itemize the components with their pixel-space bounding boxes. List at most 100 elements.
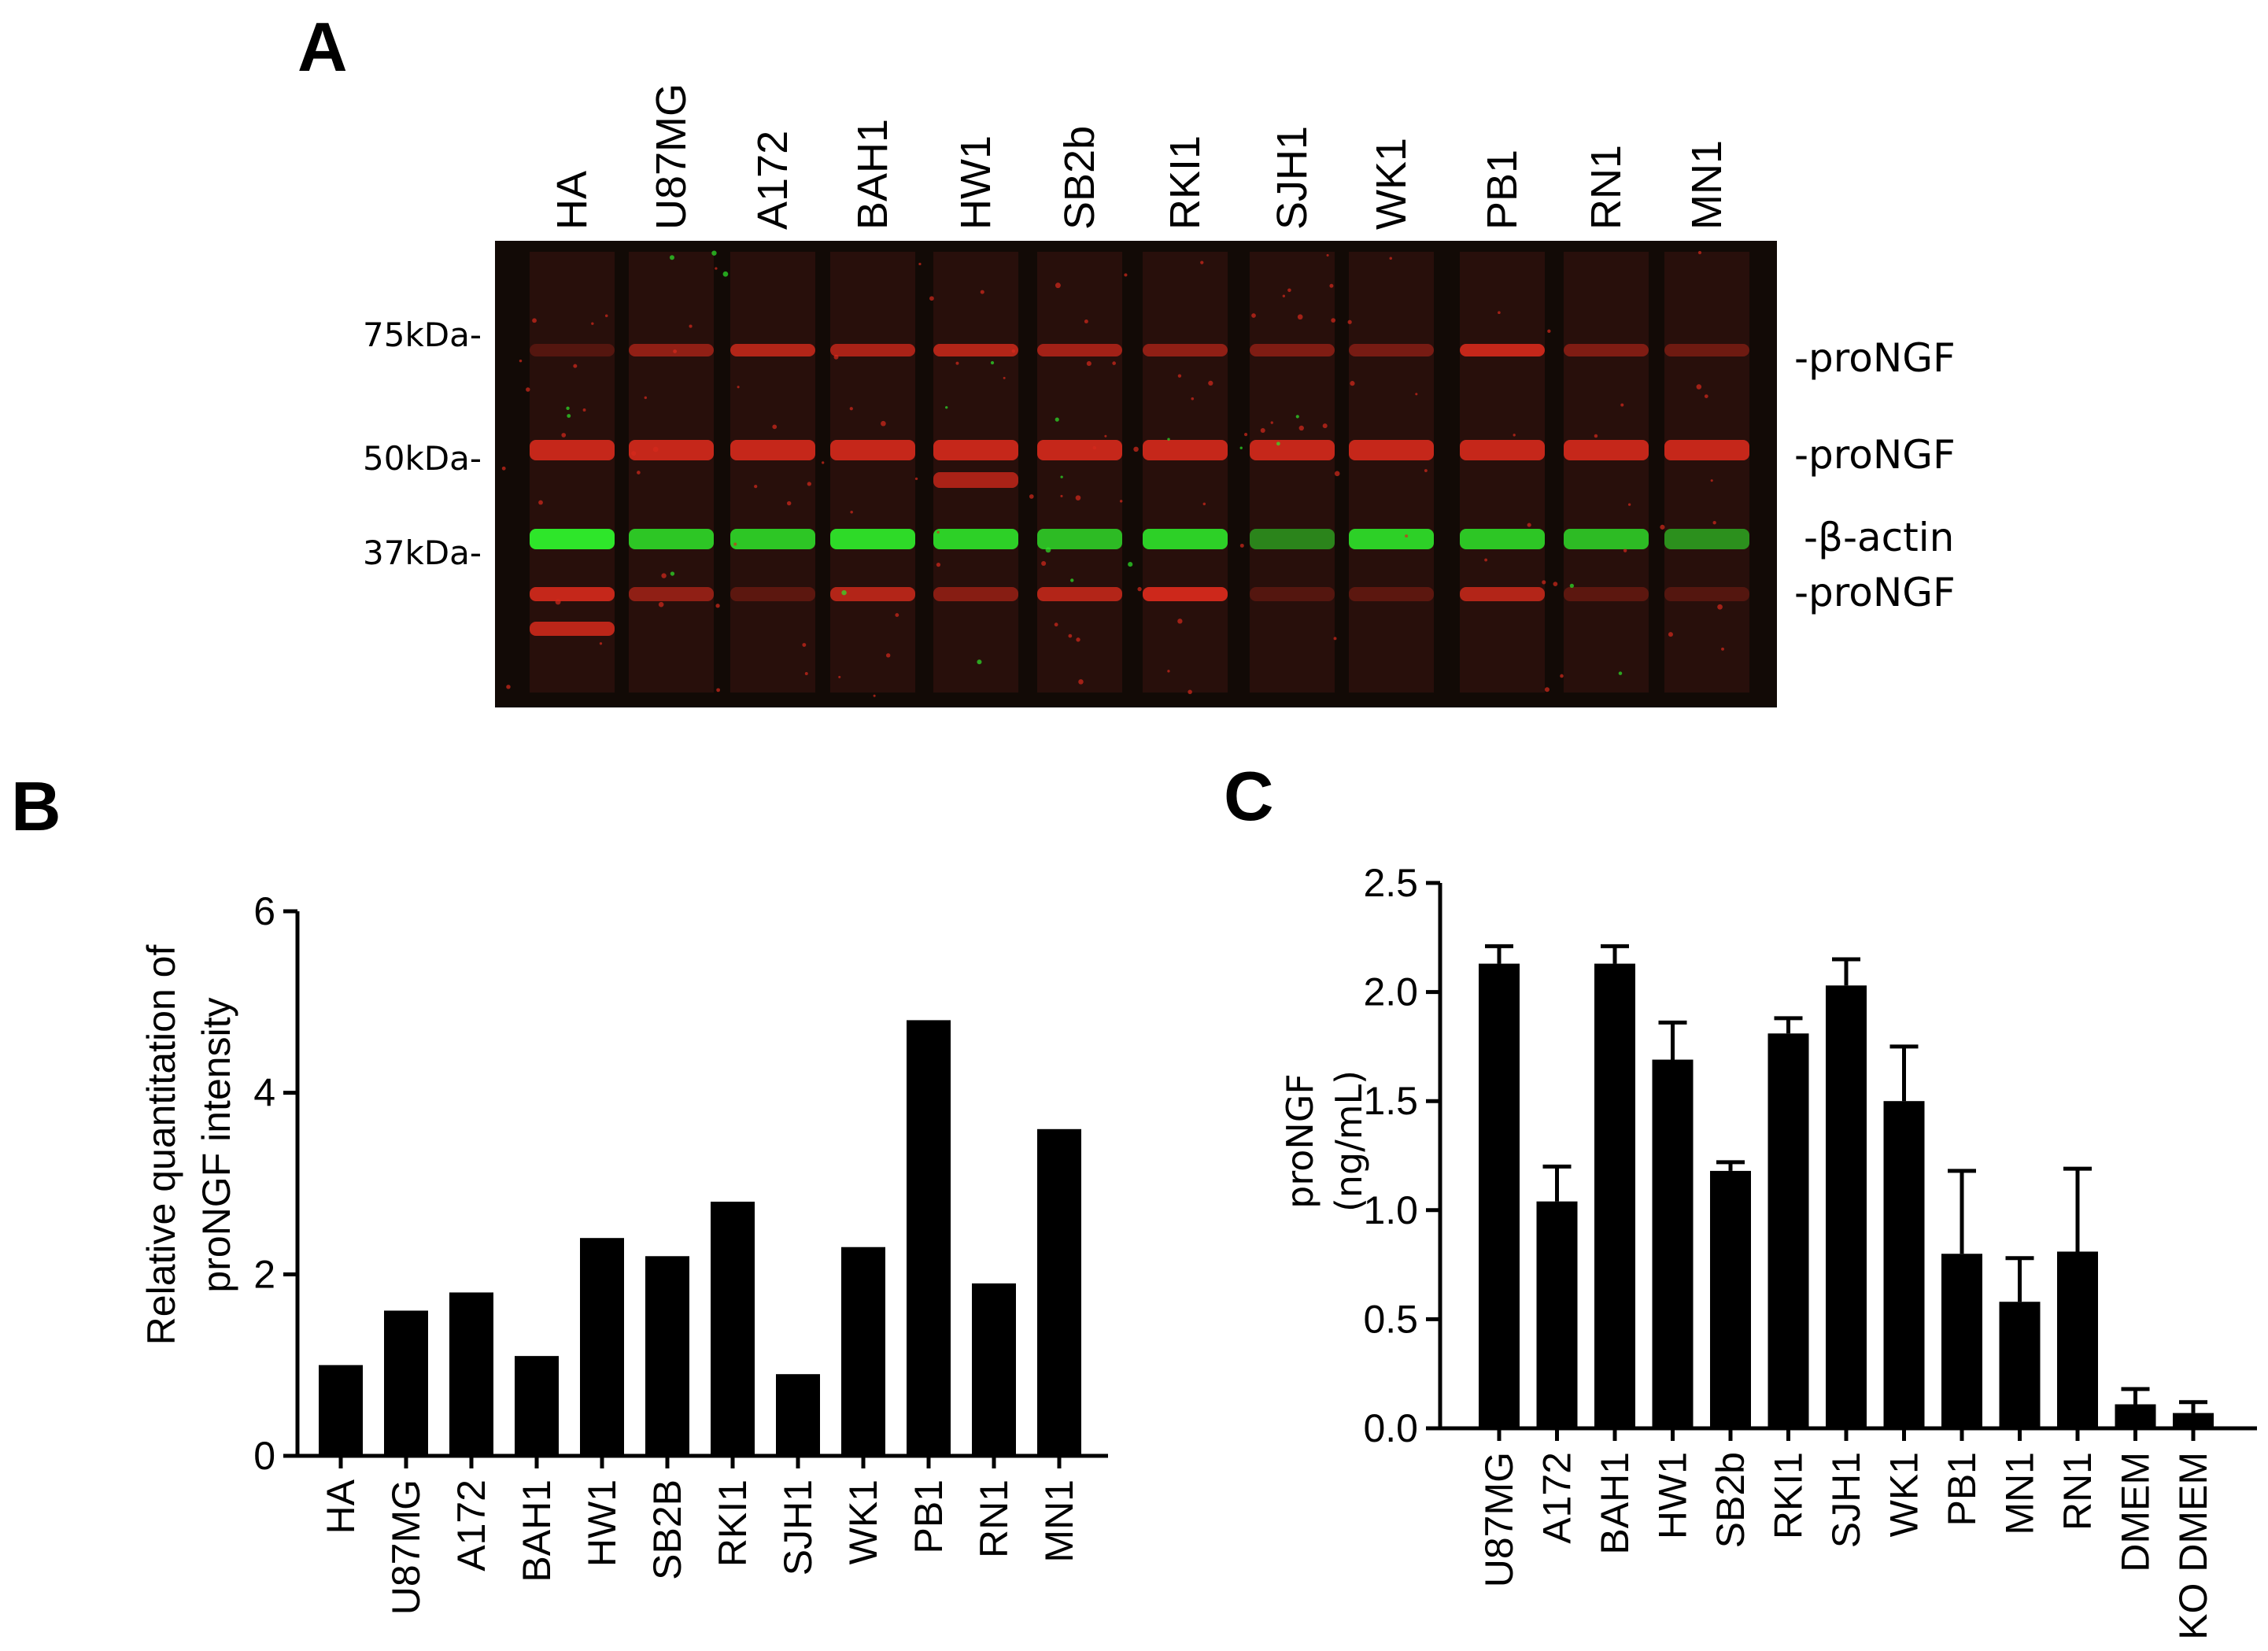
- blot-speck: [1553, 582, 1558, 587]
- blot-speck: [1084, 319, 1088, 323]
- blot-speck: [631, 451, 637, 456]
- blot-speck: [1078, 679, 1084, 685]
- blot-band: [1460, 440, 1545, 460]
- blot-band: [830, 529, 915, 549]
- blot-speck: [1389, 257, 1393, 260]
- blot-band: [1143, 440, 1228, 460]
- y-tick-label: 4: [253, 1071, 275, 1115]
- bar: [1710, 1170, 1751, 1428]
- blot-band: [933, 344, 1018, 356]
- panel-label-b: B: [11, 767, 61, 845]
- blot-speck: [1112, 361, 1116, 365]
- blot-band: [530, 344, 615, 356]
- blot-speck: [804, 672, 808, 676]
- blot-speck: [881, 420, 886, 427]
- x-tick-label: WK1: [1882, 1452, 1926, 1537]
- blot-band: [933, 440, 1018, 460]
- blot-speck: [1119, 500, 1123, 503]
- blot-speck: [1547, 329, 1551, 333]
- blot-speck: [1244, 433, 1248, 437]
- blot-speck: [1660, 524, 1665, 530]
- y-tick-label: 1.0: [1363, 1188, 1418, 1232]
- blot-speck: [658, 601, 664, 608]
- blot-band: [1664, 587, 1749, 601]
- chart-c-ylabel-line2: (ng/mL): [1328, 1070, 1370, 1212]
- blot-speck: [526, 387, 530, 392]
- x-tick-label: MN1: [1998, 1452, 2042, 1535]
- blot-band: [1664, 344, 1749, 356]
- bar: [841, 1247, 885, 1456]
- x-tick-label: A172: [1535, 1452, 1579, 1544]
- x-tick-label: HW1: [580, 1479, 624, 1567]
- blot-speck: [849, 407, 853, 411]
- chart-c-ylabel-line1: proNGF: [1279, 1073, 1321, 1209]
- blot-speck: [873, 694, 876, 697]
- blot-speck: [1282, 294, 1286, 297]
- western-blot-panel: [495, 241, 1777, 707]
- bar: [1594, 963, 1635, 1428]
- blot-speck: [644, 396, 648, 400]
- blot-speck: [1668, 632, 1673, 637]
- bar: [1999, 1302, 2041, 1428]
- blot-band: [1349, 344, 1434, 356]
- blot-band: [530, 622, 615, 636]
- lane-label: RKI1: [1162, 135, 1209, 230]
- blot-band: [1037, 344, 1122, 356]
- lane-label: PB1: [1479, 150, 1526, 230]
- blot-speck: [1270, 421, 1273, 424]
- blot-speck: [1498, 311, 1501, 315]
- blot-speck: [669, 255, 674, 260]
- lane-label: HA: [549, 171, 596, 230]
- blot-speck: [1295, 415, 1299, 419]
- lane-label: SJH1: [1269, 126, 1316, 230]
- blot-band: [933, 472, 1018, 488]
- lane-label: MN1: [1683, 140, 1731, 230]
- blot-band: [1250, 529, 1335, 549]
- blot-band: [1349, 529, 1434, 549]
- blot-speck: [1011, 349, 1016, 353]
- bar: [645, 1256, 689, 1456]
- blot-band: [1037, 440, 1122, 460]
- bar: [1536, 1201, 1578, 1428]
- blot-speck: [885, 653, 891, 658]
- blot-band: [629, 587, 714, 601]
- blot-speck: [1086, 360, 1092, 367]
- y-tick-label: 0: [253, 1434, 275, 1478]
- blot-speck: [1137, 586, 1142, 592]
- blot-band: [1143, 344, 1228, 356]
- blot-speck: [1177, 619, 1183, 624]
- bar: [776, 1374, 820, 1456]
- blot-speck: [936, 530, 940, 534]
- blot-speck: [936, 562, 941, 567]
- blot-speck: [833, 354, 839, 360]
- blot-speck: [929, 296, 934, 301]
- blot-speck: [1350, 381, 1355, 386]
- blot-band: [830, 440, 915, 460]
- bar: [449, 1292, 493, 1456]
- blot-speck: [1560, 674, 1564, 678]
- lane-smear: [830, 252, 915, 693]
- marker-label: 75kDa-: [363, 316, 482, 354]
- blot-speck: [1191, 397, 1195, 401]
- blot-band: [1349, 440, 1434, 460]
- blot-speck: [1704, 394, 1708, 398]
- blot-speck: [555, 599, 561, 605]
- blot-speck: [567, 414, 571, 418]
- blot-band: [629, 440, 714, 460]
- blot-speck: [1060, 475, 1063, 478]
- x-tick-label: HA: [319, 1479, 363, 1534]
- blot-band: [830, 344, 915, 356]
- blot-speck: [1251, 313, 1256, 318]
- x-tick-label: SB2B: [645, 1479, 689, 1580]
- band-label: -proNGF: [1794, 432, 1956, 478]
- y-tick-label: 6: [253, 889, 275, 933]
- blot-speck: [1405, 534, 1409, 538]
- blot-speck: [1334, 471, 1340, 477]
- blot-speck: [1287, 288, 1291, 293]
- x-tick-label: KO DMEM: [2171, 1452, 2215, 1640]
- blot-speck: [1298, 425, 1304, 431]
- blot-speck: [838, 675, 841, 678]
- blot-speck: [980, 290, 984, 294]
- bar: [1767, 1033, 1809, 1428]
- lane-label: BAH1: [849, 119, 896, 230]
